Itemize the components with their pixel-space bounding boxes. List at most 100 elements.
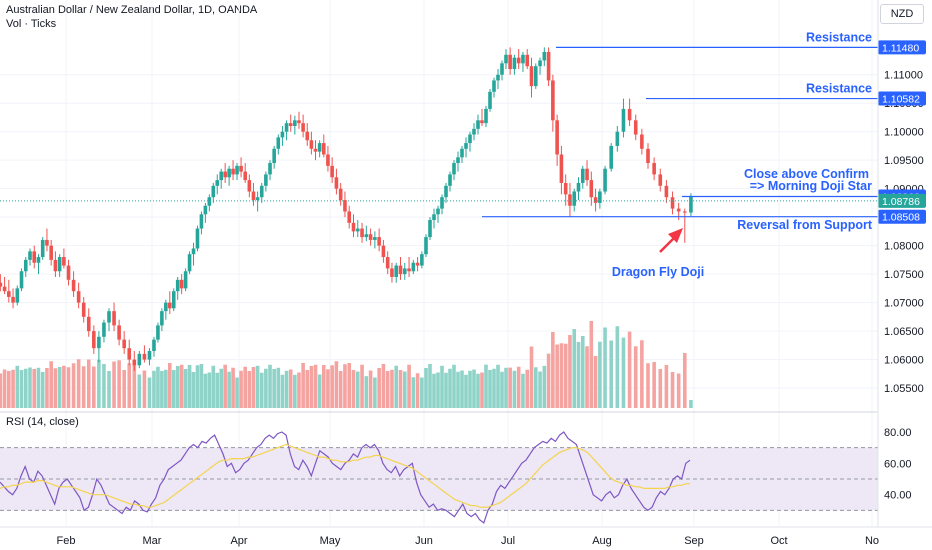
candle	[500, 63, 504, 75]
volume-bar	[521, 373, 525, 408]
candle	[71, 279, 76, 292]
volume-bar	[187, 365, 192, 408]
volume-bar	[313, 364, 318, 408]
candle	[137, 353, 142, 366]
volume-bar	[525, 369, 530, 408]
candle	[97, 336, 101, 349]
candle	[57, 257, 62, 272]
candle	[160, 311, 164, 326]
candle	[373, 237, 377, 240]
y-tick-label: 1.06000	[884, 355, 924, 367]
volume-bar	[492, 368, 496, 408]
candle	[293, 120, 297, 126]
volume-bar	[351, 370, 356, 408]
candle	[132, 359, 137, 366]
volume-bar	[572, 329, 577, 408]
volume-bar	[102, 364, 106, 408]
volume-bar	[621, 337, 626, 408]
candle	[264, 174, 268, 186]
volume-bar	[411, 377, 416, 408]
candle	[49, 245, 53, 260]
currency-badge[interactable]: NZD	[880, 4, 924, 24]
volume-bar	[440, 365, 444, 408]
volume-bar	[415, 373, 420, 408]
volume-bar	[448, 368, 452, 408]
volume-bar	[152, 370, 156, 408]
volume-bar	[452, 364, 456, 408]
volume-bar	[355, 371, 360, 408]
candle	[32, 251, 37, 263]
candle	[585, 168, 589, 181]
price-badge-label: 1.08508	[882, 212, 920, 224]
candle	[381, 245, 386, 258]
volume-bar	[107, 371, 111, 408]
candle	[364, 234, 369, 238]
candle	[147, 351, 152, 360]
candle	[504, 54, 508, 64]
dragonfly-annotation: Dragon Fly Doji	[612, 265, 704, 279]
candle	[646, 148, 650, 164]
volume-bar	[326, 369, 330, 408]
candle	[53, 259, 58, 272]
candle	[251, 191, 256, 201]
x-tick-label: Aug	[592, 535, 612, 547]
candle	[689, 196, 693, 213]
candle	[360, 228, 364, 238]
candle	[164, 302, 168, 312]
candle	[259, 185, 264, 198]
candle	[122, 339, 126, 349]
volume-bar	[164, 369, 168, 408]
candle	[472, 128, 476, 135]
candle	[555, 120, 559, 155]
volume-bar	[480, 372, 484, 408]
volume-bar	[576, 342, 581, 408]
rsi-tick-label: 80.00	[884, 427, 912, 439]
candle	[351, 222, 356, 232]
candle	[215, 180, 220, 186]
volume-bar	[288, 369, 293, 408]
candle	[23, 259, 28, 272]
candle	[411, 262, 416, 272]
candle	[609, 145, 613, 169]
volume-bar	[615, 326, 620, 408]
candle	[19, 271, 24, 289]
candle	[338, 188, 343, 201]
candle	[334, 177, 339, 189]
volume-bar	[199, 364, 204, 408]
volume-bar	[633, 346, 638, 408]
candle	[440, 197, 444, 209]
x-tick-label: Sep	[684, 535, 704, 547]
candle	[542, 51, 547, 61]
volume-bar	[317, 374, 322, 408]
candle	[460, 148, 464, 158]
volume-bar	[2, 369, 7, 408]
candle	[402, 268, 407, 275]
volume-bar	[603, 327, 607, 408]
volume-bar	[171, 370, 176, 408]
candle	[415, 262, 420, 266]
candle	[464, 143, 468, 149]
candle	[398, 265, 403, 275]
volume-bar	[36, 367, 41, 408]
candle	[127, 348, 132, 360]
resistance-label: Resistance	[806, 82, 872, 96]
volume-bar	[436, 372, 440, 408]
volume-bar	[97, 359, 101, 408]
volume-bar	[179, 364, 184, 408]
volume-bar	[66, 367, 71, 408]
volume-bar	[272, 369, 276, 408]
candle	[683, 211, 687, 213]
candle	[112, 311, 116, 326]
volume-bar	[496, 364, 500, 408]
volume-bar	[57, 367, 62, 408]
volume-bar	[364, 376, 369, 408]
volume-bar	[580, 336, 585, 408]
volume-bar	[207, 372, 212, 408]
morning-doji-annotation: => Morning Doji Star	[750, 179, 872, 193]
candle	[512, 57, 517, 70]
x-tick-label: Feb	[57, 535, 76, 547]
volume-bar	[676, 373, 681, 408]
x-tick-label: Oct	[770, 535, 787, 547]
candle	[76, 291, 81, 303]
